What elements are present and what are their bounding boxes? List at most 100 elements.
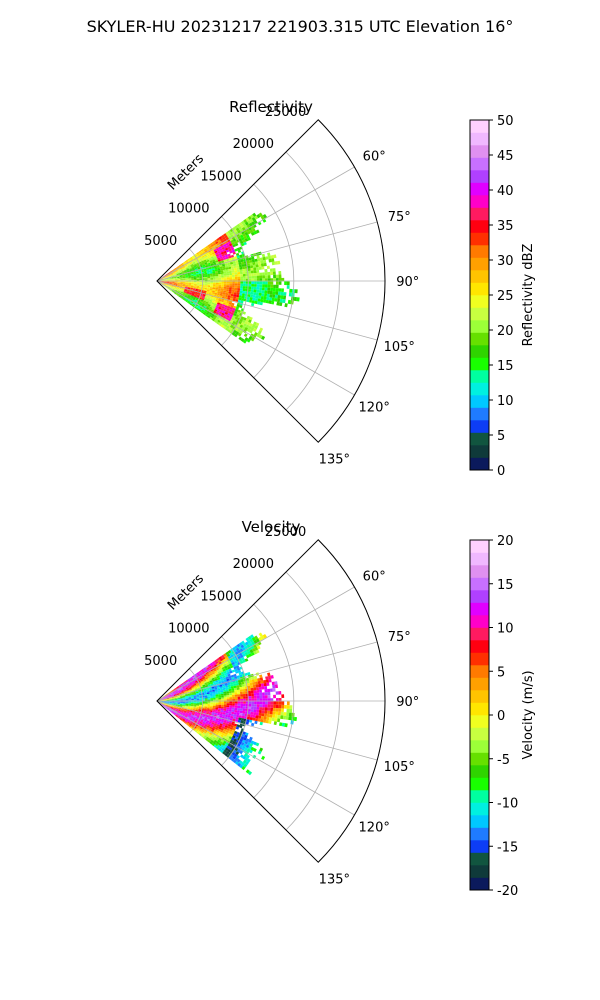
range-tick-label: 20000 [233,137,274,152]
colorbar-segment [470,132,489,146]
colorbar-segment [470,357,489,371]
range-tick-label: 20000 [233,557,274,572]
colorbar-segment [470,602,489,616]
colorbar-segment [470,195,489,208]
colorbar-segment [470,640,489,653]
colorbar-segment [470,577,489,591]
colorbar-segment [470,877,489,891]
range-tick-label: 15000 [200,589,241,604]
range-tick-label: 5000 [144,234,177,249]
colorbar-segment [470,827,489,841]
colorbar-segment [470,652,489,666]
colorbar-segment [470,702,489,716]
azimuth-tick-label: 75° [388,210,411,225]
azimuth-tick-label: 105° [384,760,415,775]
range-tick-label: 10000 [168,622,209,637]
azimuth-tick-label: 75° [388,630,411,645]
azimuth-tick-label: 60° [363,570,386,585]
colorbar-segment [470,790,489,803]
range-tick-label: 10000 [168,202,209,217]
azimuth-gridline [156,221,378,282]
radar-field [158,632,297,776]
colorbar-segment [470,182,489,196]
colorbar-segment [470,395,489,408]
colorbar-segment [470,382,489,396]
azimuth-tick-label: 90° [396,695,419,710]
colorbar-segment [470,345,489,358]
colorbar-label: Reflectivity dBZ [521,244,536,347]
colorbar-segment [470,370,489,383]
colorbar-segment [470,420,489,433]
colorbar-tick-label: 20 [497,324,514,339]
colorbar-segment [470,145,489,158]
colorbar-tick-label: 0 [497,709,505,724]
colorbar-segment [470,295,489,308]
colorbar-segment [470,840,489,853]
colorbar-segment [470,270,489,283]
colorbar-segment [470,852,489,866]
figure-suptitle: SKYLER-HU 20231217 221903.315 UTC Elevat… [87,17,514,36]
colorbar-segment [470,715,489,728]
colorbar-segment [470,307,489,321]
colorbar-segment [470,590,489,603]
colorbar-segment [470,245,489,258]
colorbar-segment [470,727,489,741]
colorbar-tick-label: 45 [497,149,514,164]
range-tick-label: 5000 [144,654,177,669]
colorbar-segment [470,445,489,458]
azimuth-tick-label: 120° [359,400,390,415]
colorbar: -20 -15 -10 -5 0 5 10 15 20 Velocity (m/s) [469,534,536,899]
colorbar-tick-label: 0 [497,464,505,479]
colorbar-tick-label: -10 [497,797,518,812]
colorbar-tick-label: 40 [497,184,514,199]
colorbar: 0 5 10 15 20 25 30 35 40 45 50 Reflectivity dBZ [469,114,536,479]
azimuth-tick-label: 90° [396,275,419,290]
colorbar-segment [470,432,489,446]
colorbar-tick-label: 10 [497,394,514,409]
azimuth-gridline [156,280,378,341]
colorbar-tick-label: 20 [497,534,514,549]
colorbar-segment [470,777,489,791]
azimuth-gridline [156,700,378,761]
colorbar-segment [470,815,489,828]
azimuth-gridline [156,166,355,282]
colorbar-tick-label: 50 [497,114,514,129]
colorbar-segment [470,552,489,566]
colorbar-segment [470,332,489,346]
colorbar-segment [470,207,489,221]
colorbar-segment [470,802,489,816]
colorbar-segment [470,627,489,641]
colorbar-tick-label: 15 [497,359,514,374]
colorbar-segment [470,865,489,878]
colorbar-segment [470,752,489,766]
colorbar-segment [470,120,489,133]
colorbar-segment [470,540,489,553]
azimuth-tick-label: 120° [359,820,390,835]
azimuth-tick-label: 60° [363,150,386,165]
colorbar-tick-label: 5 [497,429,505,444]
colorbar-tick-label: 30 [497,254,514,269]
colorbar-segment [470,407,489,421]
azimuth-gridline [156,641,378,702]
sector-frame [156,539,386,863]
azimuth-tick-label: 135° [319,872,350,887]
colorbar-segment [470,220,489,233]
colorbar-segment [470,677,489,691]
azimuth-gridline [156,586,355,702]
range-tick-label: 15000 [200,169,241,184]
sector-frame [156,119,386,443]
colorbar-segment [470,665,489,678]
colorbar-tick-label: -5 [497,753,510,768]
colorbar-tick-label: 5 [497,665,505,680]
azimuth-tick-label: 135° [319,452,350,467]
radar-field [158,212,300,344]
colorbar-tick-label: 25 [497,289,514,304]
colorbar-segment [470,765,489,778]
colorbar-segment [470,740,489,753]
colorbar-segment [470,282,489,296]
colorbar-segment [470,157,489,171]
colorbar-tick-label: 15 [497,578,514,593]
